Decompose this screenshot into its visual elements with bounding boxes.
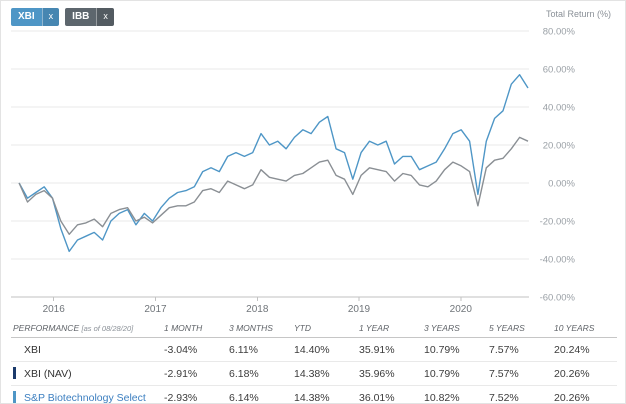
row-label-cell: XBI bbox=[11, 337, 162, 362]
y-axis-label: 20.00% bbox=[543, 141, 576, 152]
value-cell: 14.40% bbox=[292, 337, 357, 362]
value-cell: 6.11% bbox=[227, 337, 292, 362]
table-row: XBI (NAV) -2.91% 6.18% 14.38% 35.96% 10.… bbox=[11, 361, 617, 386]
row-label-benchmark-link[interactable]: S&P Biotechnology Select bbox=[24, 392, 146, 404]
x-axis-label: 2018 bbox=[246, 304, 269, 315]
value-cell: 7.57% bbox=[487, 361, 552, 386]
series-line-ibb bbox=[18, 136, 529, 236]
total-return-chart: 80.00% 60.00% 40.00% 20.00% 0.00% -20.00% -40.… bbox=[11, 27, 576, 315]
y-axis-label: -40.00% bbox=[540, 255, 576, 266]
ticker-chip-ibb[interactable]: IBB x bbox=[65, 8, 114, 26]
ticker-chips: XBI x IBB x bbox=[11, 8, 114, 26]
col-header-1-year: 1 YEAR bbox=[357, 319, 422, 338]
row-label-cell: S&P Biotechnology Select bbox=[11, 385, 162, 404]
value-cell: 10.79% bbox=[422, 361, 487, 386]
col-header-10-years: 10 YEARS bbox=[552, 319, 617, 338]
x-axis-label: 2017 bbox=[144, 304, 167, 315]
table-header-row: PERFORMANCE [as of 08/28/20] 1 MONTH 3 M… bbox=[11, 319, 617, 338]
value-cell: 6.14% bbox=[227, 385, 292, 403]
col-header-1-month: 1 MONTH bbox=[162, 319, 227, 338]
y-axis-title: Total Return (%) bbox=[545, 9, 611, 19]
y-axis-label: 0.00% bbox=[548, 179, 575, 190]
value-cell: 20.26% bbox=[552, 361, 617, 386]
performance-header-label: PERFORMANCE bbox=[13, 323, 80, 333]
value-cell: 14.38% bbox=[292, 385, 357, 403]
row-label: XBI bbox=[24, 344, 41, 356]
value-cell: 14.38% bbox=[292, 361, 357, 386]
value-cell: 10.79% bbox=[422, 337, 487, 362]
table-row: S&P Biotechnology Select -2.93% 6.14% 14… bbox=[11, 385, 617, 404]
remove-xbi-icon[interactable]: x bbox=[41, 8, 60, 26]
x-axis-label: 2016 bbox=[43, 304, 66, 315]
value-cell: 36.01% bbox=[357, 385, 422, 403]
y-axis-label: 80.00% bbox=[543, 27, 576, 38]
value-cell: 20.24% bbox=[552, 337, 617, 362]
x-axis-label: 2020 bbox=[450, 304, 473, 315]
value-cell: 7.57% bbox=[487, 337, 552, 362]
value-cell: 35.91% bbox=[357, 337, 422, 362]
value-cell: -2.93% bbox=[162, 385, 227, 403]
y-axis-label: 40.00% bbox=[543, 103, 576, 114]
series-marker bbox=[13, 391, 16, 403]
value-cell: 6.18% bbox=[227, 361, 292, 386]
col-header-5-years: 5 YEARS bbox=[487, 319, 552, 338]
value-cell: 20.26% bbox=[552, 385, 617, 403]
performance-table: PERFORMANCE [as of 08/28/20] 1 MONTH 3 M… bbox=[11, 319, 617, 404]
row-label: XBI (NAV) bbox=[24, 368, 72, 380]
ticker-chip-ibb-label: IBB bbox=[72, 11, 90, 22]
series-marker bbox=[13, 367, 16, 379]
y-axis-label: 60.00% bbox=[543, 65, 576, 76]
y-axis-label: -60.00% bbox=[540, 293, 576, 304]
x-axis-label: 2019 bbox=[348, 304, 371, 315]
row-label-cell: XBI (NAV) bbox=[11, 361, 162, 386]
as-of-date: [as of 08/28/20] bbox=[81, 324, 134, 333]
series-line-xbi bbox=[18, 74, 529, 253]
table-row: XBI -3.04% 6.11% 14.40% 35.91% 10.79% 7.… bbox=[11, 337, 617, 362]
value-cell: 10.82% bbox=[422, 385, 487, 403]
col-header-3-years: 3 YEARS bbox=[422, 319, 487, 338]
value-cell: -2.91% bbox=[162, 361, 227, 386]
remove-ibb-icon[interactable]: x bbox=[96, 8, 114, 26]
ticker-chip-xbi[interactable]: XBI x bbox=[11, 8, 60, 26]
value-cell: -3.04% bbox=[162, 337, 227, 362]
value-cell: 7.52% bbox=[487, 385, 552, 403]
col-header-3-months: 3 MONTHS bbox=[227, 319, 292, 338]
ticker-chip-xbi-label: XBI bbox=[18, 11, 35, 22]
value-cell: 35.96% bbox=[357, 361, 422, 386]
performance-header: PERFORMANCE [as of 08/28/20] bbox=[11, 319, 162, 338]
y-axis-label: -20.00% bbox=[540, 217, 576, 228]
col-header-ytd: YTD bbox=[292, 319, 357, 338]
